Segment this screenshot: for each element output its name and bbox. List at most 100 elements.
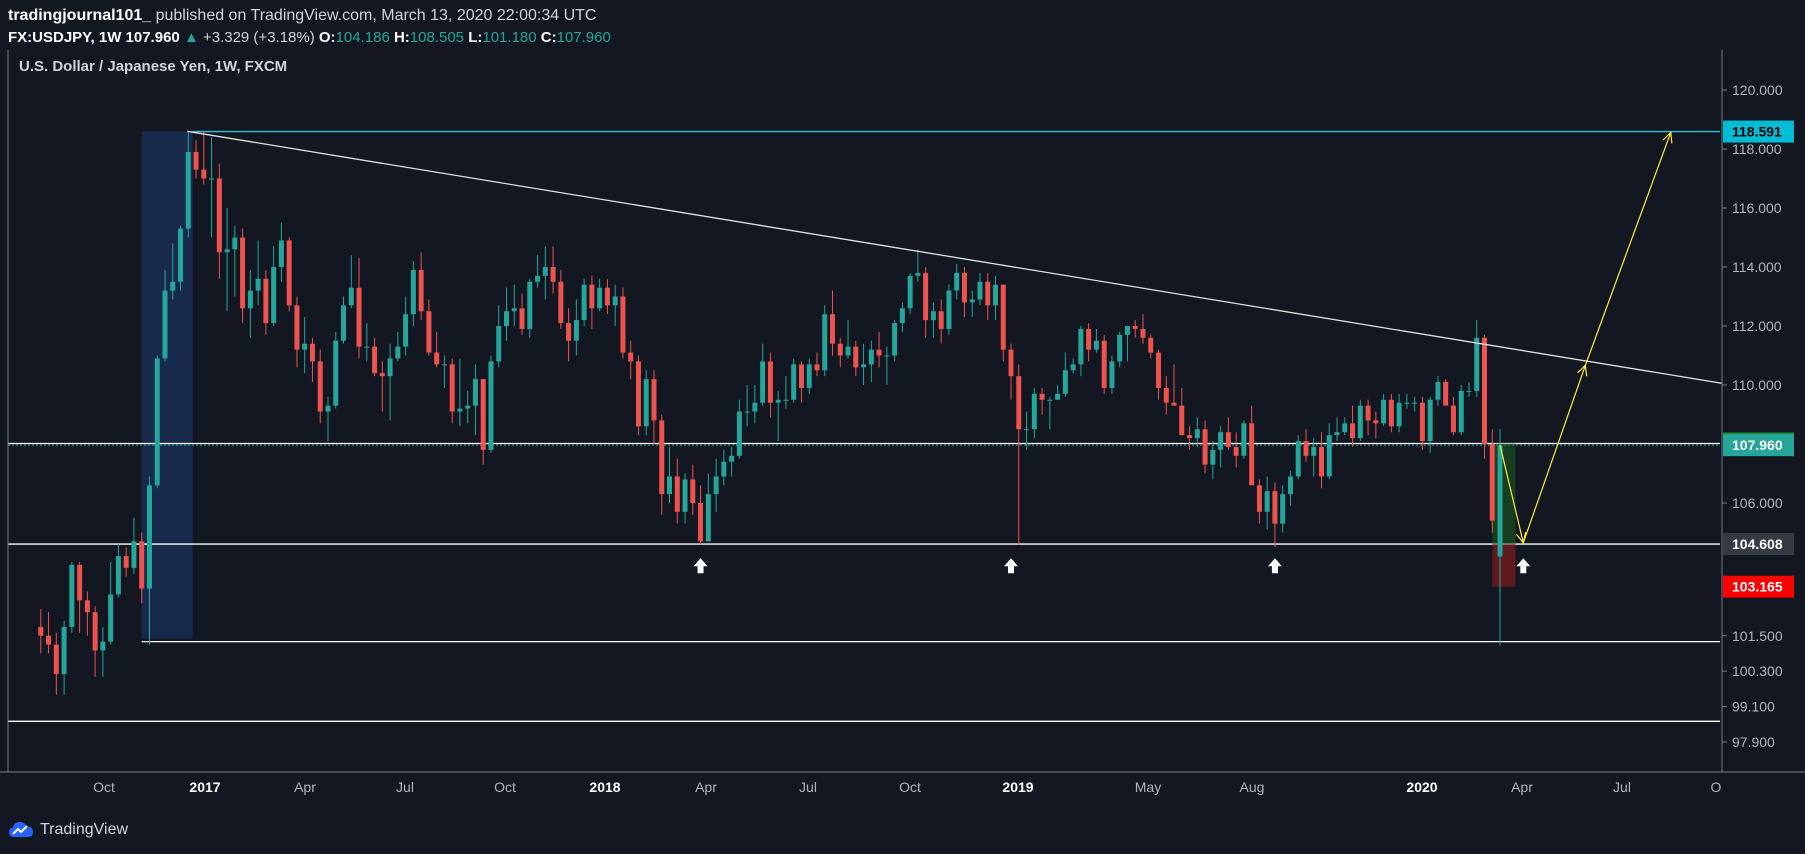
candle-down[interactable] xyxy=(46,612,52,654)
candle-down[interactable] xyxy=(1101,334,1107,394)
candle-up[interactable] xyxy=(387,343,393,421)
candle-up[interactable] xyxy=(1396,393,1402,433)
candle-up[interactable] xyxy=(535,255,541,288)
candle-up[interactable] xyxy=(146,476,152,645)
candle-down[interactable] xyxy=(519,293,525,335)
candle-up[interactable] xyxy=(325,396,331,442)
candle-up[interactable] xyxy=(1326,423,1332,480)
candle-down[interactable] xyxy=(216,163,222,279)
candle-up[interactable] xyxy=(1435,376,1441,406)
candle-up[interactable] xyxy=(822,305,828,377)
candle-down[interactable] xyxy=(876,331,882,368)
candle-up[interactable] xyxy=(1047,396,1053,430)
candle-up[interactable] xyxy=(271,246,277,326)
candle-down[interactable] xyxy=(263,269,269,335)
candle-up[interactable] xyxy=(1078,326,1084,377)
candle-down[interactable] xyxy=(356,258,362,359)
candle-down[interactable] xyxy=(1039,387,1045,415)
candle-down[interactable] xyxy=(1132,320,1138,338)
candle-up[interactable] xyxy=(1024,411,1030,450)
candle-up[interactable] xyxy=(775,390,781,442)
candle-down[interactable] xyxy=(1272,482,1278,548)
candle-up[interactable] xyxy=(178,225,184,291)
candle-up[interactable] xyxy=(341,296,347,344)
candle-down[interactable] xyxy=(1365,399,1371,436)
candle-down[interactable] xyxy=(1350,405,1356,447)
candle-down[interactable] xyxy=(92,606,98,678)
candle-up[interactable] xyxy=(185,131,191,238)
chart-svg[interactable]: 120.000 118.000 116.000 114.000 112.000 110.0… xyxy=(0,50,1805,808)
candle-up[interactable] xyxy=(1062,352,1068,397)
candle-down[interactable] xyxy=(1086,323,1092,362)
candle-up[interactable] xyxy=(170,243,176,300)
candle-up[interactable] xyxy=(1311,438,1317,477)
candle-up[interactable] xyxy=(1264,476,1270,530)
candle-down[interactable] xyxy=(294,296,300,368)
candles-layer[interactable] xyxy=(38,131,1503,695)
candle-down[interactable] xyxy=(240,228,246,324)
candle-up[interactable] xyxy=(1117,331,1123,368)
candle-up[interactable] xyxy=(744,385,750,427)
candle-up[interactable] xyxy=(61,621,67,695)
candle-down[interactable] xyxy=(309,337,315,383)
candle-down[interactable] xyxy=(480,379,486,465)
candle-down[interactable] xyxy=(317,349,323,424)
candle-down[interactable] xyxy=(286,237,292,312)
candle-down[interactable] xyxy=(201,131,207,185)
candle-up[interactable] xyxy=(209,137,215,238)
candle-up[interactable] xyxy=(1357,399,1363,442)
candle-down[interactable] xyxy=(620,287,626,359)
candle-up[interactable] xyxy=(612,284,618,326)
candle-up[interactable] xyxy=(472,364,478,436)
candle-up[interactable] xyxy=(892,320,898,362)
candle-down[interactable] xyxy=(589,275,595,329)
candle-up[interactable] xyxy=(899,302,905,332)
candle-up[interactable] xyxy=(1210,441,1216,480)
candle-down[interactable] xyxy=(635,355,641,436)
candle-down[interactable] xyxy=(139,532,145,604)
candle-down[interactable] xyxy=(690,464,696,515)
candle-up[interactable] xyxy=(1427,396,1433,453)
candle-up[interactable] xyxy=(682,473,688,524)
candle-down[interactable] xyxy=(1016,364,1022,545)
candle-up[interactable] xyxy=(1458,385,1464,436)
drawings-layer[interactable] xyxy=(187,130,1740,545)
candle-up[interactable] xyxy=(791,358,797,403)
candle-up[interactable] xyxy=(1055,385,1061,400)
candle-up[interactable] xyxy=(527,278,533,338)
candle-up[interactable] xyxy=(993,275,999,321)
candle-up[interactable] xyxy=(729,446,735,477)
candle-down[interactable] xyxy=(372,337,378,377)
candle-up[interactable] xyxy=(721,449,727,486)
descending-trendline[interactable] xyxy=(187,130,1740,387)
candle-down[interactable] xyxy=(923,267,929,338)
candle-down[interactable] xyxy=(1202,420,1208,474)
candle-down[interactable] xyxy=(814,352,820,377)
candle-up[interactable] xyxy=(1124,326,1130,362)
projection-segment[interactable] xyxy=(1522,365,1586,544)
candle-up[interactable] xyxy=(302,317,308,374)
projection-segment[interactable] xyxy=(1499,445,1524,543)
candle-up[interactable] xyxy=(736,399,742,459)
candle-down[interactable] xyxy=(434,331,440,368)
symbol-label[interactable]: FX:USDJPY, 1W xyxy=(8,29,122,46)
candle-up[interactable] xyxy=(643,370,649,436)
candle-up[interactable] xyxy=(457,358,463,427)
candle-up[interactable] xyxy=(907,272,913,315)
candle-down[interactable] xyxy=(379,361,385,412)
candle-up[interactable] xyxy=(232,225,238,297)
candle-down[interactable] xyxy=(449,358,455,424)
candle-up[interactable] xyxy=(705,473,711,542)
candle-up[interactable] xyxy=(403,296,409,356)
candle-up[interactable] xyxy=(115,544,121,598)
candle-up[interactable] xyxy=(278,222,284,282)
candle-up[interactable] xyxy=(667,446,673,503)
candle-down[interactable] xyxy=(1256,479,1262,524)
candle-down[interactable] xyxy=(628,340,634,380)
candle-up[interactable] xyxy=(760,343,766,406)
candle-down[interactable] xyxy=(798,361,804,403)
candle-down[interactable] xyxy=(1000,284,1006,362)
candle-up[interactable] xyxy=(954,264,960,300)
candle-down[interactable] xyxy=(1373,411,1379,439)
candle-up[interactable] xyxy=(946,284,952,335)
